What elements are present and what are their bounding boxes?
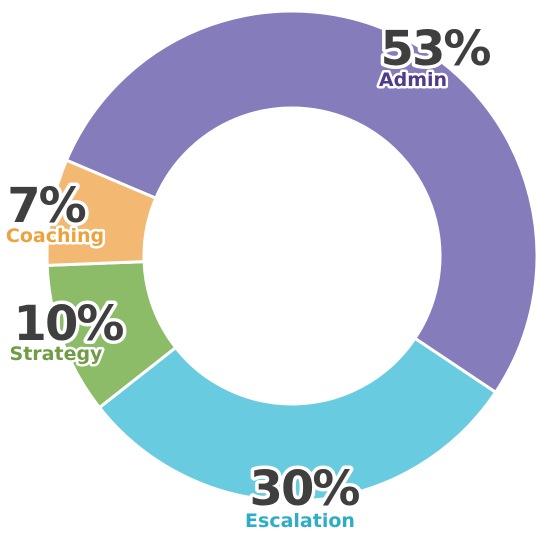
escalation-slice	[97, 336, 498, 503]
escalation-category-label: Escalation	[245, 510, 355, 532]
admin-percent-label: 53%	[381, 21, 491, 77]
coaching-slice	[45, 158, 158, 267]
coaching-percent-label: 7%	[7, 178, 85, 234]
donut-slices	[45, 9, 539, 503]
coaching-category-label: Coaching	[6, 225, 104, 247]
admin-category-label: Admin	[379, 69, 447, 91]
admin-slice	[64, 9, 539, 394]
strategy-category-label: Strategy	[10, 343, 104, 365]
escalation-percent-label: 30%	[250, 461, 360, 517]
strategy-percent-label: 10%	[14, 296, 124, 352]
